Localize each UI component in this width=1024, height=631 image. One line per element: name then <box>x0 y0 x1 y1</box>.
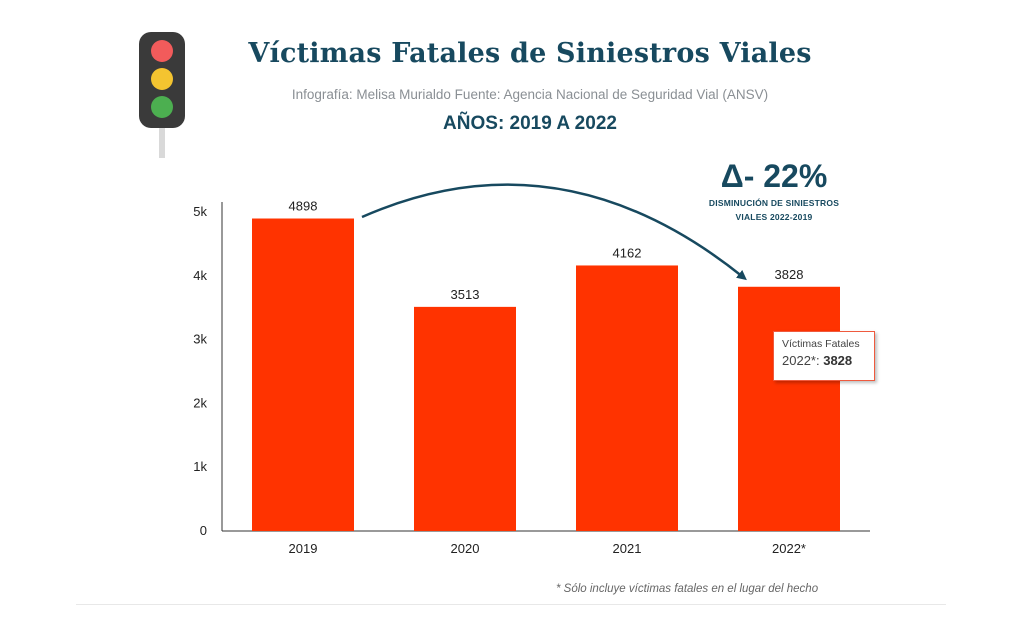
delta-caption: DISMINUCIÓN DE SINIESTROS VIALES 2022-20… <box>694 196 854 224</box>
x-tick-label: 2022* <box>772 541 806 556</box>
y-tick-label: 2k <box>193 395 207 410</box>
bar-2021[interactable] <box>576 265 678 531</box>
bar-tooltip: Víctimas Fatales 2022*: 3828 <box>773 331 875 381</box>
delta-value: Δ- 22% <box>720 158 828 194</box>
tooltip-line: 2022*: 3828 <box>782 353 853 368</box>
y-tick-label: 5k <box>193 204 207 219</box>
traffic-light-red <box>151 40 173 62</box>
page-subtitle: Infografía: Melisa Murialdo Fuente: Agen… <box>291 87 769 102</box>
traffic-light-icon <box>139 32 185 158</box>
data-label: 3513 <box>451 287 480 302</box>
delta-caption-line2: VIALES 2022-2019 <box>735 212 813 222</box>
x-tick-label: 2020 <box>451 541 480 556</box>
bar-2019[interactable] <box>252 218 354 531</box>
y-tick-label: 4k <box>193 268 207 283</box>
data-label: 3828 <box>775 267 804 282</box>
traffic-light-green <box>151 96 173 118</box>
y-tick-label: 3k <box>193 332 207 347</box>
page-title: Víctimas Fatales de Siniestros Viales <box>248 38 812 69</box>
tooltip-value: 3828 <box>823 353 853 368</box>
y-tick-label: 1k <box>193 459 207 474</box>
delta-caption-line1: DISMINUCIÓN DE SINIESTROS <box>708 198 840 208</box>
footnote: * Sólo incluye víctimas fatales en el lu… <box>556 583 819 595</box>
divider <box>76 604 946 605</box>
data-label: 4898 <box>289 199 318 214</box>
trend-arrow <box>361 183 747 281</box>
x-tick-label: 2019 <box>289 541 318 556</box>
years-range: AÑOS: 2019 A 2022 <box>443 113 617 134</box>
traffic-light-yellow <box>151 68 173 90</box>
bar-2020[interactable] <box>414 306 516 531</box>
tooltip-category: 2022* <box>782 353 816 368</box>
tooltip-series: Víctimas Fatales <box>782 338 860 350</box>
x-tick-label: 2021 <box>613 541 642 556</box>
bar-2022[interactable] <box>738 286 840 531</box>
data-label: 4162 <box>613 245 642 260</box>
y-tick-label: 0 <box>200 523 207 538</box>
